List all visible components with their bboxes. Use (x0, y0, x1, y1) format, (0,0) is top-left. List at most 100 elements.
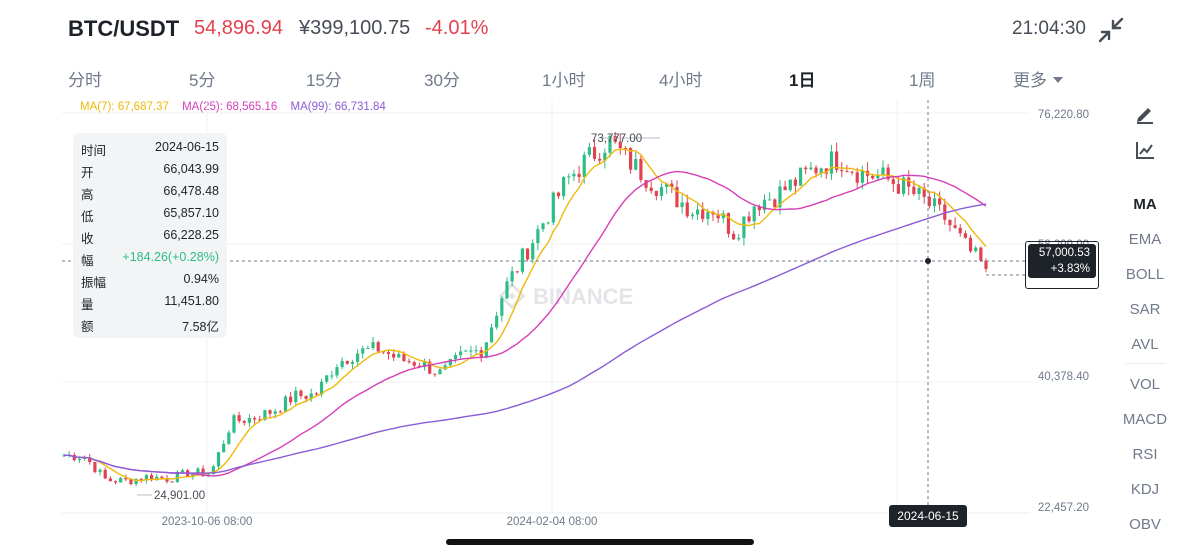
tab-interval[interactable]: 更多 (1013, 66, 1063, 91)
candle-body (325, 375, 329, 382)
candle-body (742, 216, 746, 238)
info-value: 66,228.25 (163, 228, 219, 242)
candle-body (788, 179, 792, 191)
tab-interval[interactable]: 30分 (424, 66, 460, 91)
candle-body (603, 152, 607, 161)
candle-body (299, 390, 303, 396)
y-tick: 76,220.80 (1038, 109, 1089, 121)
candle-body (876, 175, 880, 179)
indicator-boll[interactable]: BOLL (1125, 266, 1165, 283)
candle-body (129, 479, 133, 485)
tab-label: 5分 (189, 71, 216, 90)
ma25-label: MA(25): 68,565.16 (182, 101, 278, 113)
candle-body (402, 353, 406, 362)
candle-body (77, 459, 82, 461)
candle-body (350, 361, 355, 364)
chart-trend-icon[interactable] (1112, 139, 1178, 161)
candle-body (675, 186, 679, 208)
ma99-line (63, 203, 987, 474)
candle-body (613, 135, 617, 142)
tag-price: 57,000.53 (1038, 247, 1090, 259)
tab-interval[interactable]: 4小时 (659, 66, 702, 91)
candle-body (93, 462, 97, 473)
x-tick: 2024-02-04 08:00 (507, 516, 598, 528)
tab-label: 1日 (789, 71, 816, 90)
candle-body (979, 247, 983, 261)
candle-body (489, 327, 494, 343)
candle-body (644, 180, 648, 188)
indicator-ema[interactable]: EMA (1128, 231, 1162, 248)
candle-body (860, 170, 864, 183)
candle-body (623, 148, 628, 150)
candle-body (793, 179, 798, 186)
tab-interval[interactable]: 1小时 (542, 66, 585, 91)
crosshair-price-tag: 57,000.53 +3.83% (1028, 244, 1096, 278)
candle-body (814, 167, 818, 174)
tab-interval[interactable]: 5分 (189, 66, 215, 91)
candle-body (510, 271, 514, 282)
tab-interval[interactable]: 1日 (789, 66, 815, 91)
candle-body (474, 350, 478, 352)
pencil-icon[interactable] (1112, 103, 1178, 125)
candle-body (124, 477, 128, 480)
tab-interval[interactable]: 1周 (909, 66, 935, 91)
candle-body (180, 470, 185, 472)
candle-body (62, 455, 66, 457)
tab-label: 1周 (909, 71, 936, 90)
candle-body (289, 396, 293, 403)
candle-body (649, 187, 653, 191)
candle-body (144, 475, 149, 481)
cny-price: ¥399,100.75 (299, 17, 411, 39)
info-row: 振幅 0.94% (81, 269, 219, 291)
candle-body (83, 457, 87, 460)
candle-body (335, 367, 339, 376)
candle-body (546, 222, 550, 224)
candle-body (556, 192, 561, 197)
candle-body (515, 271, 519, 273)
candle-body (175, 471, 179, 483)
tab-interval[interactable]: 分时 (68, 66, 102, 91)
candle-body (227, 432, 231, 444)
high-label: 73,777.00 (591, 133, 642, 145)
low-label: 24,901.00 (154, 490, 205, 502)
candle-body (103, 469, 107, 479)
indicator-avl[interactable]: AVL (1131, 336, 1159, 353)
candle-body (340, 360, 344, 368)
home-indicator[interactable] (446, 539, 754, 545)
candle-body (618, 141, 622, 149)
indicator-ma[interactable]: MA (1133, 196, 1157, 213)
x-tick: 2023-10-06 08:00 (162, 516, 253, 528)
indicator-vol[interactable]: VOL (1129, 376, 1160, 393)
indicator-kdj[interactable]: KDJ (1130, 481, 1160, 498)
candle-body (886, 167, 890, 180)
ma7-line (63, 148, 987, 482)
ma-legend: MA(7): 67,687.37 MA(25): 68,565.16 MA(99… (80, 101, 396, 113)
candle-body (778, 186, 782, 208)
candle-body (896, 184, 901, 194)
candle-body (577, 173, 581, 178)
candle-body (459, 351, 463, 356)
candle-body (608, 135, 612, 153)
candle-body (963, 233, 967, 238)
ma25-line (63, 170, 987, 477)
candle-body (453, 355, 458, 360)
candle-body (283, 396, 288, 412)
collapse-icon[interactable] (1097, 16, 1125, 44)
candle-body (309, 393, 313, 399)
header: BTC/USDT 54,896.94 ¥399,100.75 -4.01% 21… (0, 0, 1200, 60)
info-key: 振幅 (81, 276, 107, 290)
tab-interval[interactable]: 15分 (306, 66, 342, 91)
tab-label: 4小时 (659, 71, 703, 90)
candle-body (263, 410, 267, 420)
candle-body (216, 452, 221, 467)
indicator-rsi[interactable]: RSI (1132, 446, 1158, 463)
info-key: 量 (81, 298, 94, 312)
tab-label: 分时 (68, 71, 102, 90)
candle-body (381, 351, 385, 353)
indicator-macd[interactable]: MACD (1122, 411, 1168, 428)
candle-body (850, 171, 854, 173)
pair-title[interactable]: BTC/USDT (68, 16, 180, 41)
indicator-obv[interactable]: OBV (1129, 516, 1161, 533)
indicator-sar[interactable]: SAR (1129, 301, 1161, 318)
